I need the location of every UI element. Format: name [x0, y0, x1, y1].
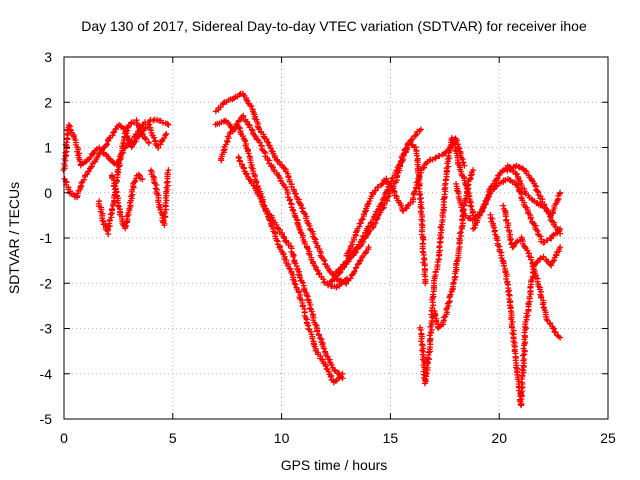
series-s6: [212, 90, 372, 287]
y-tick-label: 1: [44, 140, 52, 156]
x-tick-label: 25: [600, 430, 616, 446]
series-markers: [147, 167, 172, 229]
x-tick-label: 5: [169, 430, 177, 446]
x-tick-label: 20: [491, 430, 507, 446]
y-tick-label: -3: [40, 321, 53, 337]
series-s2: [61, 121, 170, 201]
series-markers: [326, 126, 424, 287]
chart-title: Day 130 of 2017, Sidereal Day-to-day VTE…: [81, 18, 587, 34]
data-series: [60, 90, 564, 409]
series-markers: [504, 162, 564, 237]
plot-frame: [63, 56, 609, 420]
y-tick-label: -1: [40, 230, 53, 246]
series-markers: [470, 176, 564, 246]
series-s19: [504, 162, 564, 237]
series-markers: [61, 121, 170, 201]
series-s10: [326, 126, 424, 287]
x-tick-label: 10: [274, 430, 290, 446]
series-s13: [417, 135, 477, 387]
series-s17: [487, 211, 564, 409]
series-markers: [487, 211, 564, 409]
series-s5: [147, 167, 172, 229]
series-s14: [431, 167, 477, 331]
series-markers: [431, 167, 477, 331]
x-tick-label: 15: [383, 430, 399, 446]
series-s8: [218, 122, 346, 382]
series-markers: [212, 90, 372, 287]
series-markers: [218, 122, 346, 382]
series-markers: [343, 135, 468, 259]
series-markers: [500, 202, 564, 341]
series-markers: [417, 135, 477, 387]
series-s9: [235, 154, 346, 386]
y-tick-label: -5: [40, 411, 53, 427]
y-tick-label: 2: [44, 94, 52, 110]
x-tick-label: 0: [60, 430, 68, 446]
y-tick-label: 3: [44, 49, 52, 65]
series-markers: [109, 171, 146, 232]
y-tick-label: -2: [40, 275, 53, 291]
series-s16: [470, 176, 564, 246]
grid-lines: [64, 57, 608, 419]
y-axis-label: SDTVAR / TECUs: [6, 182, 22, 294]
series-markers: [235, 154, 346, 386]
series-s12: [343, 135, 468, 259]
axis-ticks: 0 5 10 15 20 25 -5 -4 -3 -2 -1 0 1 2 3: [40, 49, 616, 446]
y-tick-label: 0: [44, 185, 52, 201]
x-axis-label: GPS time / hours: [281, 457, 388, 473]
series-s18: [500, 202, 564, 341]
series-s4: [109, 171, 146, 232]
y-tick-label: -4: [40, 366, 53, 382]
